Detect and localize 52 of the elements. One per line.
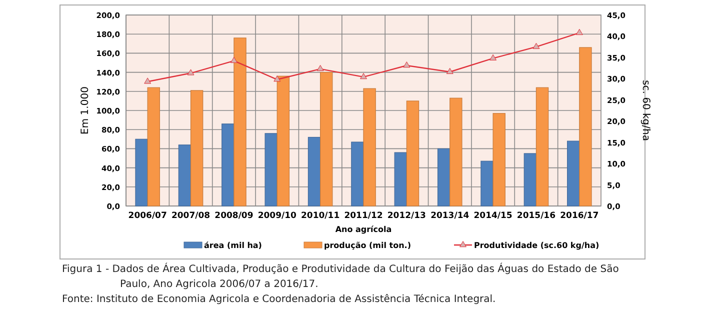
point <box>316 64 324 72</box>
bar <box>222 124 234 206</box>
point <box>532 42 540 49</box>
bar <box>406 100 420 206</box>
bar <box>351 142 364 206</box>
source-note: Fonte: Instituto de Economia Agricola e Coordenadoria de Assistência Técnica Integral. <box>62 294 496 305</box>
bar <box>450 98 462 206</box>
bar <box>178 144 192 206</box>
x-tick-label: 2012/13 <box>387 211 426 221</box>
point <box>403 62 410 68</box>
point <box>490 54 497 60</box>
bar <box>320 72 333 206</box>
point <box>446 68 454 74</box>
bar <box>492 113 506 206</box>
x-tick-label: 2009/10 <box>258 211 297 221</box>
bar <box>480 160 494 206</box>
x-tick-label: 2014/15 <box>474 211 512 221</box>
point <box>360 72 367 80</box>
x-tick-label: 2011/12 <box>344 211 383 221</box>
legend-label: Produtividade (sc.60 kg/ha) <box>474 241 600 250</box>
point <box>274 76 281 82</box>
bar <box>363 88 376 206</box>
x-tick-label: 2007/08 <box>171 211 210 221</box>
point <box>187 69 194 76</box>
bar <box>524 153 537 206</box>
bar <box>276 76 290 206</box>
bar <box>135 138 148 206</box>
legend-label: produção (mil ton.) <box>324 241 411 250</box>
point <box>230 56 238 63</box>
x-tick-label: 2008/09 <box>214 211 254 221</box>
bar <box>536 87 549 206</box>
bar <box>264 133 278 206</box>
bar <box>147 87 160 206</box>
bar <box>437 148 450 206</box>
x-tick-label: 2013/14 <box>430 211 470 221</box>
bar <box>190 90 204 206</box>
y-axis-title: Em 1.000 <box>80 86 91 134</box>
bar <box>394 152 407 206</box>
x-tick-label: 2006/07 <box>128 211 167 221</box>
bar <box>579 47 592 206</box>
x-tick-label: 2015/16 <box>516 211 556 221</box>
bar <box>308 136 321 206</box>
point <box>576 28 583 35</box>
bar <box>234 38 246 206</box>
x-axis-title: Ano agrícola <box>335 225 392 234</box>
bar <box>567 140 580 206</box>
x-tick-label: 2016/17 <box>560 211 599 221</box>
text: Figura 1 - Dados de Área Cultivada, Produção e Produtividade da Cultura do Feijão das Águas do Estado de São Paulo, Ano Agricola 2006/07 a 2016/17. <box>62 262 619 290</box>
x-tick-label: 2010/11 <box>301 211 340 221</box>
legend-label: área (mil ha) <box>204 241 262 250</box>
point <box>144 78 152 84</box>
y2-axis-title: sc. 60 kg/ha <box>640 80 651 141</box>
